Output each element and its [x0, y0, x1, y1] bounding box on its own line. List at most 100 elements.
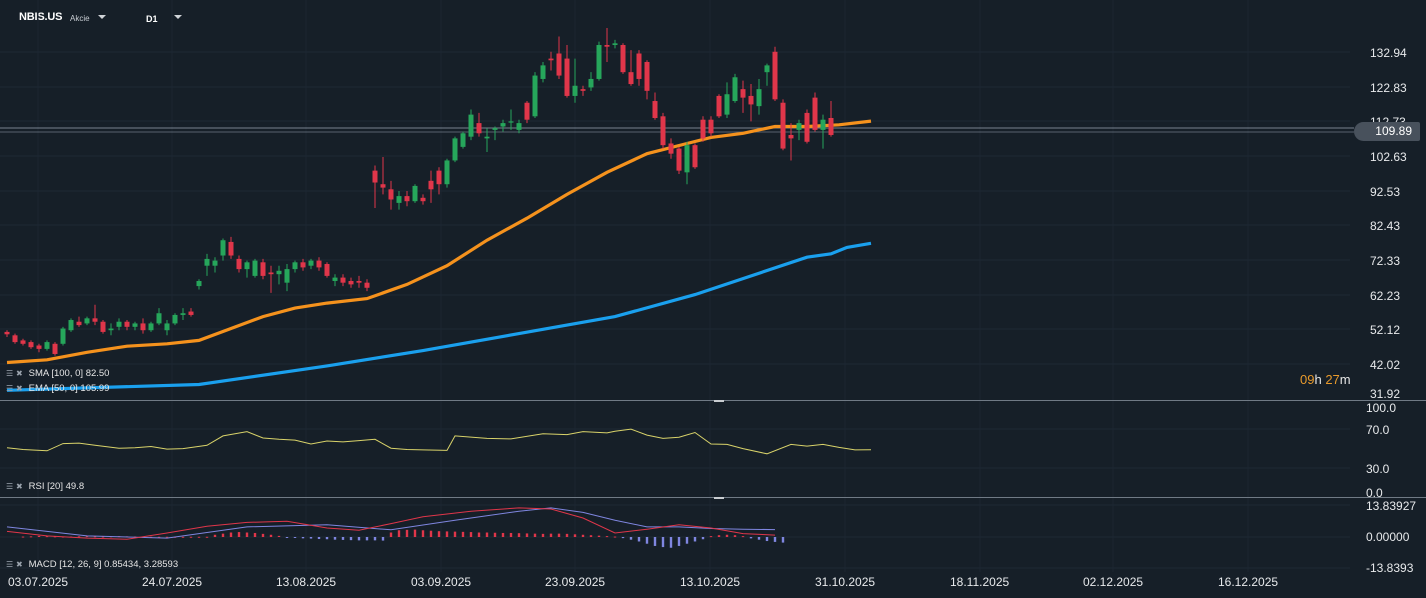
candle-body: [692, 145, 698, 168]
price-tick-label: 72.33: [1370, 254, 1401, 268]
macd-histogram-bar: [301, 537, 305, 539]
candle-body: [164, 323, 170, 331]
countdown-minutes-unit: m: [1339, 372, 1351, 387]
pane-resize-handle[interactable]: [714, 497, 724, 499]
timeframe-dropdown-icon[interactable]: [174, 15, 182, 19]
chart-header: NBIS.US Akcie D1: [0, 0, 1426, 36]
date-tick-label: 18.11.2025: [950, 575, 1010, 589]
candle-body: [724, 94, 730, 115]
macd-histogram-bar: [45, 536, 49, 538]
candle-body: [644, 61, 650, 91]
macd-histogram-bar: [669, 537, 673, 548]
candle-body: [92, 318, 98, 322]
candle-body: [668, 143, 674, 154]
candle-body: [276, 270, 282, 275]
symbol-dropdown-icon[interactable]: [98, 15, 106, 19]
macd-histogram-bar: [573, 534, 577, 537]
close-icon[interactable]: ✖: [16, 369, 23, 378]
candle-body: [388, 189, 394, 200]
sma-legend[interactable]: ☰ ✖ SMA [100, 0] 82.50: [6, 368, 109, 379]
candle-body: [260, 262, 266, 276]
candle-body: [100, 321, 106, 332]
settings-icon[interactable]: ☰: [6, 384, 14, 393]
candle-body: [492, 128, 498, 130]
ema-legend[interactable]: ☰ ✖ EMA [50, 0] 105.99: [6, 383, 109, 394]
candle-body: [204, 258, 210, 266]
macd-histogram-bar: [581, 534, 585, 537]
candle-body: [812, 97, 818, 130]
settings-icon[interactable]: ☰: [6, 369, 14, 378]
sma-label: SMA [100, 0]: [28, 368, 84, 379]
candle-body: [564, 58, 570, 96]
candle-body: [60, 328, 66, 344]
symbol-selector[interactable]: NBIS.US: [19, 11, 63, 23]
macd-histogram-bar: [77, 536, 81, 538]
macd-tick-label: -13.8393: [1366, 561, 1414, 575]
candle-body: [12, 335, 18, 343]
macd-histogram-bar: [253, 532, 257, 537]
candle-body: [292, 262, 298, 270]
close-icon[interactable]: ✖: [16, 482, 23, 491]
date-tick-label: 13.08.2025: [276, 575, 337, 589]
candle-body: [196, 280, 202, 287]
macd-histogram-bar: [381, 537, 385, 541]
macd-histogram-bar: [605, 536, 609, 538]
macd-histogram-bar: [229, 532, 233, 537]
candle-body: [380, 184, 386, 188]
macd-histogram-bar: [397, 530, 401, 537]
candle-body: [28, 342, 34, 348]
date-tick-label: 24.07.2025: [142, 575, 203, 589]
macd-histogram-bar: [37, 535, 41, 537]
macd-histogram-bar: [277, 535, 281, 537]
candle-body: [420, 197, 426, 202]
candle-body: [452, 138, 458, 161]
settings-icon[interactable]: ☰: [6, 482, 14, 491]
rsi-tick-label: 30.0: [1366, 462, 1390, 476]
candle-body: [332, 277, 338, 281]
macd-histogram-bar: [781, 537, 785, 543]
candle-body: [76, 321, 82, 326]
pane-divider-macd[interactable]: [0, 497, 1426, 498]
macd-histogram-bar: [629, 537, 633, 540]
candle-body: [796, 123, 802, 130]
candle-body: [804, 112, 810, 142]
macd-histogram-bar: [485, 532, 489, 537]
rsi-legend[interactable]: ☰ ✖ RSI [20] 49.8: [6, 481, 84, 492]
macd-histogram-bar: [245, 532, 249, 537]
candle-body: [268, 272, 274, 275]
current-price-badge: 109.89: [1354, 122, 1420, 141]
candle-body: [572, 85, 578, 96]
pane-divider-rsi[interactable]: [0, 400, 1426, 401]
candle-body: [652, 101, 658, 119]
macd-histogram-bar: [341, 537, 345, 540]
countdown-hours: 09: [1300, 372, 1315, 387]
date-tick-label: 13.10.2025: [680, 575, 741, 589]
candle-body: [284, 269, 290, 283]
macd-legend[interactable]: ☰ ✖ MACD [12, 26, 9] 0.85434, 3.28593: [6, 559, 178, 570]
candle-countdown: 09h 27m: [1300, 372, 1351, 387]
candle-body: [156, 313, 162, 324]
price-tick-label: 52.12: [1370, 323, 1401, 337]
macd-histogram-bar: [733, 535, 737, 537]
date-tick-label: 31.10.2025: [815, 575, 876, 589]
macd-histogram-bar: [453, 531, 457, 537]
timeframe-selector[interactable]: D1: [146, 14, 158, 24]
macd-histogram-bar: [93, 536, 97, 538]
macd-histogram-bar: [189, 536, 193, 538]
rsi-label: RSI [20]: [28, 481, 63, 492]
pane-resize-handle[interactable]: [714, 400, 724, 402]
candle-body: [108, 328, 114, 331]
macd-histogram-bar: [709, 536, 713, 538]
macd-histogram-bar: [21, 536, 25, 538]
candle-body: [252, 260, 258, 276]
candle-body: [780, 102, 786, 149]
macd-line: [6, 507, 776, 540]
candle-body: [684, 145, 690, 173]
close-icon[interactable]: ✖: [16, 560, 23, 569]
candle-body: [172, 314, 178, 324]
close-icon[interactable]: ✖: [16, 384, 23, 393]
settings-icon[interactable]: ☰: [6, 560, 14, 569]
candle-body: [516, 123, 522, 130]
macd-histogram-bar: [469, 532, 473, 537]
